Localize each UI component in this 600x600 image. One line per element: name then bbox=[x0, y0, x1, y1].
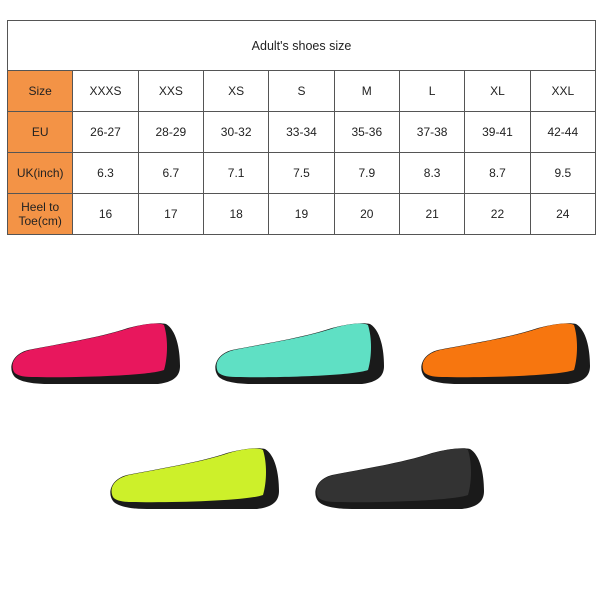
table-cell: M bbox=[333, 70, 400, 112]
table-cell: 30-32 bbox=[202, 111, 270, 153]
table-cell: 9.5 bbox=[529, 152, 597, 194]
table-cell: XXS bbox=[137, 70, 204, 112]
table-cell: 18 bbox=[202, 193, 270, 235]
row-label: EU bbox=[6, 111, 74, 153]
table-cell: 26-27 bbox=[72, 111, 139, 153]
table-row: EU 26-27 28-29 30-32 33-34 35-36 37-38 39-41 42-… bbox=[6, 111, 597, 153]
table-cell: 24 bbox=[529, 193, 597, 235]
shoe-rose-red bbox=[8, 318, 188, 395]
shoe-orange bbox=[418, 318, 598, 395]
table-cell: XL bbox=[464, 70, 531, 112]
table-row: Heel to Toe(cm) 16 17 18 19 20 21 22 24 bbox=[6, 193, 597, 235]
table-cell: 16 bbox=[72, 193, 139, 235]
table-row: UK(inch) 6.3 6.7 7.1 7.5 7.9 8.3 8.7 9.5 bbox=[6, 152, 597, 194]
table-cell: 6.7 bbox=[137, 152, 204, 194]
shoe-black bbox=[312, 443, 492, 520]
table-cell: 35-36 bbox=[333, 111, 400, 153]
shoe-mint bbox=[212, 318, 392, 395]
table-cell: 7.9 bbox=[333, 152, 400, 194]
shoe-lime bbox=[107, 443, 287, 520]
table-cell: S bbox=[268, 70, 335, 112]
table-cell: L bbox=[398, 70, 466, 112]
table-cell: XS bbox=[202, 70, 270, 112]
table-cell: XXL bbox=[529, 70, 597, 112]
table-cell: 20 bbox=[333, 193, 400, 235]
table-cell: 19 bbox=[268, 193, 335, 235]
row-label: UK(inch) bbox=[6, 152, 74, 194]
table-cell: 33-34 bbox=[268, 111, 335, 153]
table-cell: 42-44 bbox=[529, 111, 597, 153]
table-cell: 7.1 bbox=[202, 152, 270, 194]
size-chart-table: Adult's shoes size Size XXXS XXS XS S M L XL XXL… bbox=[6, 20, 597, 235]
table-cell: 8.7 bbox=[464, 152, 531, 194]
table-cell: XXXS bbox=[72, 70, 139, 112]
row-label: Size bbox=[6, 70, 74, 112]
table-title: Adult's shoes size bbox=[7, 20, 596, 71]
table-cell: 21 bbox=[398, 193, 466, 235]
table-cell: 8.3 bbox=[398, 152, 466, 194]
table-cell: 37-38 bbox=[398, 111, 466, 153]
table-row: Size XXXS XXS XS S M L XL XXL bbox=[6, 70, 597, 112]
table-cell: 28-29 bbox=[137, 111, 204, 153]
table-cell: 22 bbox=[464, 193, 531, 235]
table-cell: 6.3 bbox=[72, 152, 139, 194]
table-cell: 7.5 bbox=[268, 152, 335, 194]
row-label: Heel to Toe(cm) bbox=[6, 193, 74, 235]
table-cell: 39-41 bbox=[464, 111, 531, 153]
table-cell: 17 bbox=[137, 193, 204, 235]
